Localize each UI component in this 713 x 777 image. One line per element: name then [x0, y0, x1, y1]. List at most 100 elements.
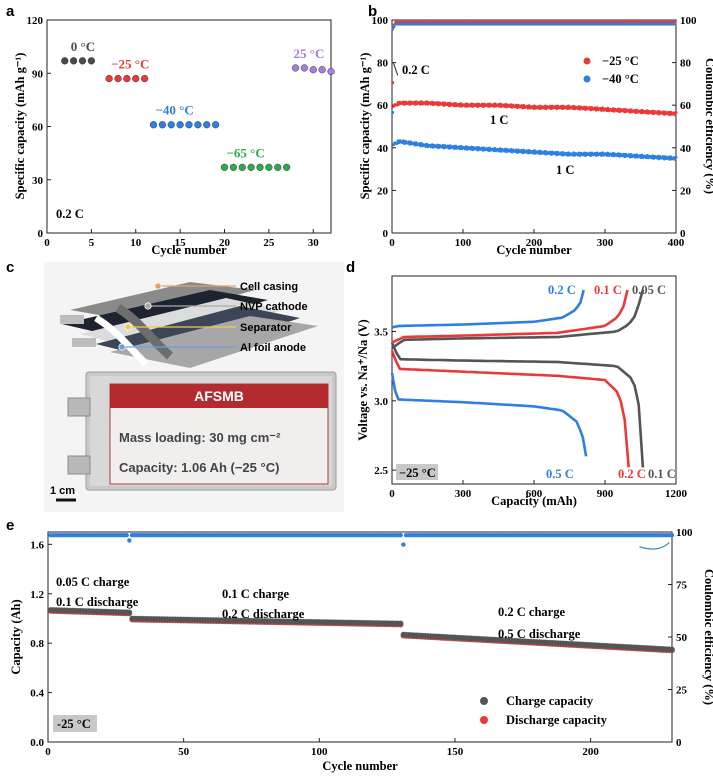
- panel-a-point: [212, 121, 220, 129]
- panel-b-capacity-point: [458, 104, 462, 108]
- x-tick-label: 200: [582, 746, 599, 758]
- x-tick-label: 600: [526, 488, 543, 500]
- panel-a-point: [114, 74, 122, 83]
- panel-b-ylabel: Specific capacity (mAh g⁻¹): [358, 53, 372, 200]
- panel-d-frame: [391, 275, 677, 485]
- legend-label-25c: −25 °C: [602, 54, 639, 68]
- panel-a-point: [105, 74, 113, 83]
- x-tick-label: 30: [308, 237, 320, 249]
- panel-a-point: [274, 163, 282, 171]
- panel-b-capacity-point: [446, 101, 450, 105]
- legend-dot-red: [583, 57, 591, 65]
- panel-a-point: [247, 163, 255, 171]
- y-tick-label: 20: [377, 185, 389, 197]
- y-tick-label: 0.4: [30, 688, 44, 700]
- y-tick-label: 1.6: [30, 539, 44, 551]
- panel-letter-c: c: [6, 259, 14, 276]
- panel-letter-a: a: [6, 3, 15, 20]
- panel-e-ce-arrow: [639, 542, 670, 550]
- x-tick-label: 0: [44, 237, 50, 249]
- panel-a-group-label: 0 °C: [71, 39, 95, 54]
- panel-b-capacity-point: [480, 102, 484, 106]
- panel-b-capacity-point: [627, 153, 631, 157]
- legend-label-discharge: Discharge capacity: [506, 713, 608, 727]
- panel-b-capacity-point: [407, 100, 411, 104]
- panel-b-capacity-point: [661, 155, 665, 159]
- panel-b-xlabel: Cycle number: [496, 243, 572, 257]
- label-separator: Separator: [240, 322, 292, 334]
- x-tick-label: 0: [389, 488, 395, 500]
- panel-d-curve-charge: [391, 289, 645, 350]
- panel-b-capacity-point: [531, 106, 535, 110]
- panel-b-capacity-point: [418, 144, 422, 148]
- panel-a-point: [291, 64, 300, 72]
- panel-b-capacity-point: [565, 153, 569, 157]
- panel-b-capacity-point: [413, 143, 417, 147]
- panel-e-ann-g2a: 0.1 C charge: [222, 587, 289, 601]
- panel-e-capacity-point: [669, 646, 675, 653]
- panel-a-group-label: −40 °C: [156, 103, 194, 118]
- x-tick-label: 200: [526, 237, 543, 249]
- panel-d-label-d1: 0.5 C: [546, 467, 574, 481]
- panel-e-ce-point: [398, 532, 403, 538]
- panel-b-capacity-point: [673, 158, 677, 162]
- panel-d-curve-discharge: [390, 342, 645, 468]
- panel-b-capacity-point: [588, 106, 592, 110]
- panel-letter-b: b: [368, 3, 377, 20]
- x-tick-label: 150: [447, 746, 464, 758]
- panel-b-capacity-point: [674, 155, 678, 159]
- panel-b-ce-point: [392, 25, 396, 29]
- legend-label-charge: Charge capacity: [506, 694, 594, 708]
- panel-a-point: [185, 121, 193, 129]
- panel-a-point: [167, 121, 175, 129]
- label-nvp-cathode: NVP cathode: [240, 301, 308, 313]
- y2-tick-label: 80: [680, 58, 692, 70]
- panel-d-curve-charge: [391, 289, 629, 344]
- y-tick-label: 30: [32, 175, 44, 187]
- panel-b-capacity-point: [401, 100, 405, 104]
- panel-a-chart: 0 5 10 15 20 25 30 0 30 60 90 120 0 °C −25 °C −40 °C −…: [13, 15, 335, 257]
- y-tick-label: 120: [27, 15, 44, 27]
- panel-a-point: [203, 121, 211, 129]
- panel-d-curve-discharge: [390, 372, 588, 457]
- panel-a-point: [265, 163, 273, 171]
- panel-a-point: [327, 67, 335, 76]
- panel-a-point: [194, 121, 202, 129]
- panel-a-point: [61, 57, 69, 65]
- panel-d-label-d2: 0.2 C: [618, 467, 646, 481]
- panel-b-red-rate: 1 C: [490, 113, 508, 127]
- panel-a-point: [256, 163, 264, 171]
- panel-d-label-c3: 0.05 C: [632, 283, 666, 297]
- y-tick-label: 1.2: [30, 589, 44, 601]
- panel-b-legend: −25 °C −40 °C: [583, 54, 639, 86]
- y2-tick-label: 100: [680, 15, 697, 27]
- y-tick-label: 0: [383, 228, 389, 240]
- panel-e-ann-g3a: 0.2 C charge: [498, 605, 565, 619]
- panel-b-ce-point: [673, 20, 677, 24]
- panel-b-capacity-point: [531, 151, 535, 155]
- pouch-cell-photo: [67, 371, 337, 491]
- y-tick-label: 3.5: [374, 326, 388, 338]
- x-tick-label: 5: [89, 237, 95, 249]
- x-tick-label: 0: [389, 237, 395, 249]
- panel-e-capacity-point: [397, 620, 404, 627]
- y2-tick-label: 40: [680, 143, 692, 155]
- panel-b-capacity-point: [605, 153, 609, 157]
- panel-d-curve-discharge: [390, 350, 630, 468]
- panel-e-ce-point: [124, 532, 129, 538]
- panel-e-ann-g3b: 0.5 C discharge: [498, 627, 581, 641]
- panel-b-frame: [391, 19, 677, 234]
- y2-tick-label: 0: [676, 737, 682, 749]
- panel-a-group-label: −65 °C: [227, 145, 265, 160]
- panel-e-ce-point: [669, 532, 675, 538]
- y-tick-label: 0.0: [30, 737, 44, 749]
- panel-b-capacity-point: [480, 146, 484, 150]
- panel-a-point: [158, 121, 166, 129]
- panel-b-capacity-point: [554, 150, 558, 154]
- panel-b-capacity-point: [446, 144, 450, 148]
- panel-a-point: [309, 66, 317, 74]
- panel-a-xlabel: Cycle number: [151, 243, 227, 257]
- panel-a-point: [141, 74, 149, 83]
- panel-a-point: [176, 121, 184, 129]
- panel-b-capacity-point: [639, 111, 643, 115]
